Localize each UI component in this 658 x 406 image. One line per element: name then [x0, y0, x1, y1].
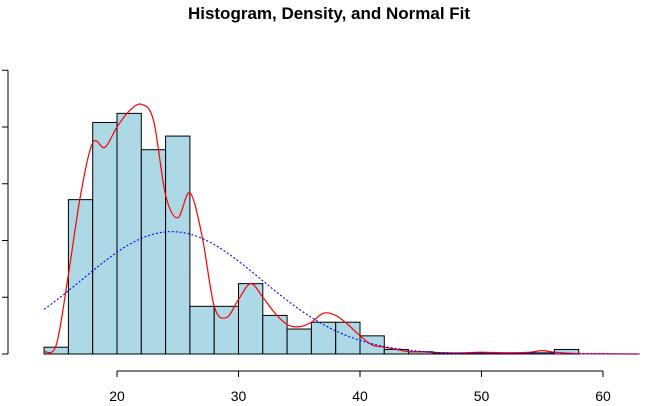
x-tick-label: 30 [231, 388, 247, 404]
histogram-bar [335, 321, 361, 355]
normal-fit-curve [43, 231, 640, 355]
x-tick-label: 40 [352, 388, 368, 404]
histogram-bar [92, 121, 118, 355]
axes: 20 30 40 50 60 [2, 69, 611, 404]
y-axis [2, 69, 9, 355]
density-curve [43, 103, 640, 355]
x-axis: 20 30 40 50 60 [109, 370, 611, 404]
x-tick-label: 20 [109, 388, 125, 404]
curves [43, 103, 640, 355]
x-tick-label: 50 [474, 388, 490, 404]
histogram-bar [310, 321, 337, 355]
histogram-bar [140, 149, 167, 355]
histogram-bars [43, 112, 580, 355]
histogram-bar [116, 112, 142, 355]
chart-title: Histogram, Density, and Normal Fit [188, 4, 470, 23]
histogram-bar [165, 135, 191, 355]
histogram-bar [213, 305, 239, 355]
histogram-bar [189, 305, 215, 355]
x-tick-label: 60 [595, 388, 611, 404]
histogram-bar [286, 328, 312, 355]
histogram-bar [67, 199, 94, 355]
